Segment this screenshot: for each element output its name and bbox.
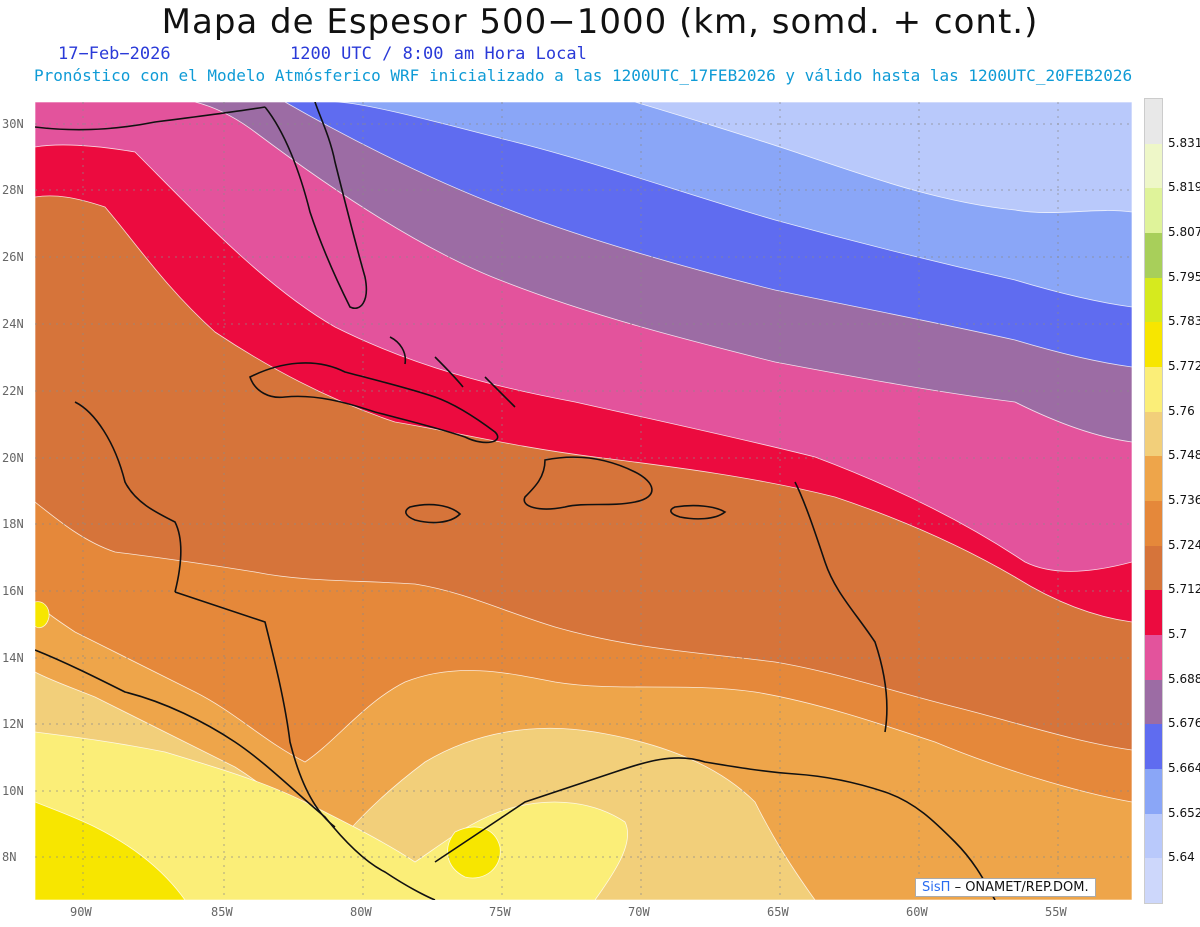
lat-label: 18N bbox=[2, 517, 24, 531]
map-title: Mapa de Espesor 500−1000 (km, somd. + co… bbox=[161, 2, 1039, 42]
cuba-coast bbox=[249, 362, 499, 444]
colorbar-label: 5.831 bbox=[1168, 135, 1200, 150]
colorbar-segment bbox=[1145, 545, 1163, 591]
colorbar-segment bbox=[1145, 813, 1163, 859]
colorbar-frame bbox=[1144, 98, 1163, 904]
colorbar-label: 5.7 bbox=[1168, 627, 1188, 641]
colorbar-label: 5.676 bbox=[1168, 716, 1200, 731]
bahamas bbox=[389, 336, 516, 408]
colorbar-segment bbox=[1145, 233, 1163, 278]
gulf-coast bbox=[35, 106, 266, 131]
central-america-coast bbox=[35, 649, 436, 900]
colorbar-segment bbox=[1145, 769, 1163, 814]
caribbean-coast-ca bbox=[174, 591, 336, 828]
valid-date: 17−Feb−2026 bbox=[58, 44, 171, 64]
lat-label: 8N bbox=[2, 850, 17, 864]
graticule bbox=[35, 102, 1132, 900]
colorbar-label: 5.712 bbox=[1168, 582, 1200, 597]
lon-label: 70W bbox=[628, 905, 650, 919]
credit-brand: SisΠ bbox=[922, 880, 951, 895]
colorbar-label: 5.724 bbox=[1168, 537, 1200, 552]
florida-coast bbox=[264, 102, 368, 309]
colorbar-label: 5.748 bbox=[1168, 448, 1200, 463]
lat-label: 20N bbox=[2, 451, 24, 465]
colorbar-segment bbox=[1145, 635, 1163, 680]
jamaica-coast bbox=[405, 503, 462, 524]
yucatan-coast bbox=[74, 401, 182, 593]
lat-label: 10N bbox=[2, 784, 24, 798]
colorbar-segment bbox=[1145, 679, 1163, 725]
forecast-description: Pronóstico con el Modelo Atmósferico WRF… bbox=[34, 66, 1133, 85]
colorbar-label: 5.772 bbox=[1168, 359, 1200, 373]
colorbar-label: 5.795 bbox=[1168, 269, 1200, 284]
lon-label: 65W bbox=[767, 905, 789, 919]
credit-badge: SisΠ – ONAMET/REP.DOM. bbox=[915, 878, 1096, 897]
lat-label: 22N bbox=[2, 384, 24, 398]
lon-label: 55W bbox=[1045, 905, 1067, 919]
lesser-antilles bbox=[794, 481, 888, 733]
colorbar-segment bbox=[1145, 277, 1163, 323]
lon-label: 85W bbox=[211, 905, 233, 919]
thickness-map bbox=[35, 102, 1132, 900]
colorbar-label: 5.64 bbox=[1168, 850, 1195, 865]
lon-label: 80W bbox=[350, 905, 372, 919]
lon-label: 60W bbox=[906, 905, 928, 919]
colorbar-segment bbox=[1145, 99, 1163, 144]
colorbar-segment bbox=[1145, 858, 1163, 904]
colorbar-segment bbox=[1145, 501, 1163, 546]
colorbar-segment bbox=[1145, 367, 1163, 412]
colorbar-segment bbox=[1145, 188, 1163, 234]
thickness-bands bbox=[35, 102, 1132, 900]
colorbar-segment bbox=[1145, 143, 1163, 189]
south-america-coast bbox=[434, 757, 996, 900]
coastlines bbox=[35, 102, 996, 900]
lat-label: 28N bbox=[2, 183, 24, 197]
colorbar-label: 5.664 bbox=[1168, 761, 1200, 775]
credit-org: – ONAMET/REP.DOM. bbox=[954, 880, 1089, 895]
colorbar-label: 5.76 bbox=[1168, 403, 1195, 418]
colorbar-label: 5.783 bbox=[1168, 314, 1200, 329]
hispaniola-coast bbox=[523, 456, 653, 510]
colorbar-label: 5.819 bbox=[1168, 180, 1200, 195]
colorbar-label: 5.736 bbox=[1168, 493, 1200, 507]
colorbar-segment bbox=[1145, 724, 1163, 770]
valid-time: 1200 UTC / 8:00 am Hora Local bbox=[290, 44, 587, 64]
colorbar-label: 5.652 bbox=[1168, 805, 1200, 820]
lat-label: 26N bbox=[2, 250, 24, 264]
lat-label: 24N bbox=[2, 317, 24, 331]
colorbar-label: 5.688 bbox=[1168, 671, 1200, 686]
lat-label: 14N bbox=[2, 651, 24, 665]
lon-label: 90W bbox=[70, 905, 92, 919]
lat-label: 12N bbox=[2, 717, 24, 731]
lat-label: 30N bbox=[2, 117, 24, 131]
lat-label: 16N bbox=[2, 584, 24, 598]
colorbar-segment bbox=[1145, 322, 1163, 368]
colorbar-segment bbox=[1145, 411, 1163, 457]
puerto-rico-coast bbox=[670, 504, 727, 520]
colorbar-segment bbox=[1145, 456, 1163, 502]
lon-label: 75W bbox=[489, 905, 511, 919]
colorbar-segment bbox=[1145, 590, 1163, 636]
colorbar-label: 5.807 bbox=[1168, 225, 1200, 239]
